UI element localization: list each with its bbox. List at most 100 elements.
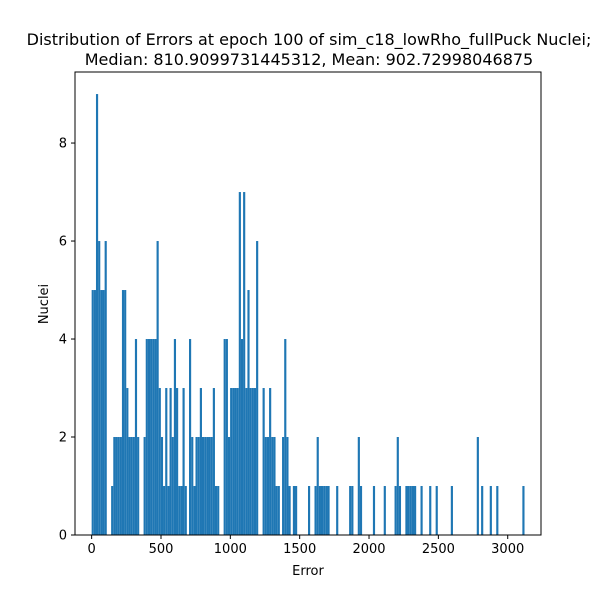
histogram-bar xyxy=(208,437,211,535)
histogram-bar xyxy=(275,486,278,535)
histogram-bar xyxy=(394,486,397,535)
histogram-bar xyxy=(288,486,291,535)
histogram-bar xyxy=(227,437,231,535)
histogram-bar xyxy=(91,290,94,535)
histogram-bar xyxy=(292,486,296,535)
histogram-bar xyxy=(450,486,453,535)
histogram-bar xyxy=(182,388,185,535)
histogram-bar xyxy=(234,388,237,535)
y-tick-label: 8 xyxy=(59,137,67,152)
histogram-bar xyxy=(476,437,479,535)
histogram-bars xyxy=(91,94,525,536)
histogram-bar xyxy=(184,486,187,535)
histogram-bar xyxy=(271,437,274,535)
histogram-bar xyxy=(176,388,179,535)
y-axis-label: Nuclei xyxy=(37,284,52,324)
y-axis-ticks: 0 2 4 6 8 xyxy=(59,137,75,544)
histogram-bar xyxy=(323,486,326,535)
histogram-bar xyxy=(398,486,402,535)
histogram-bar xyxy=(273,437,276,535)
histogram-bar xyxy=(236,388,239,535)
histogram-bar xyxy=(349,486,352,535)
histogram-bar xyxy=(383,486,386,535)
histogram-bar xyxy=(325,486,328,535)
histogram-bar xyxy=(197,437,200,535)
histogram-bar xyxy=(411,486,415,535)
histogram-bar xyxy=(314,486,317,535)
histogram-bar xyxy=(496,486,499,535)
histogram-bar xyxy=(193,486,196,535)
histogram-bar xyxy=(199,388,202,535)
histogram-bar xyxy=(481,486,484,535)
histogram-bar xyxy=(262,388,265,535)
histogram-bar xyxy=(286,437,289,535)
x-axis-label: Error xyxy=(292,564,324,579)
histogram-bar xyxy=(232,388,235,535)
histogram-bar xyxy=(359,486,363,535)
histogram-bar xyxy=(102,290,105,535)
chart-title: Distribution of Errors at epoch 100 of s… xyxy=(27,30,592,50)
histogram-bar xyxy=(195,437,198,535)
x-tick-label: 2500 xyxy=(422,542,455,557)
histogram-bar xyxy=(173,339,177,535)
histogram-bar xyxy=(277,486,280,535)
histogram-bar xyxy=(214,486,218,535)
histogram-bar xyxy=(407,486,410,535)
histogram-bar xyxy=(351,486,354,535)
histogram-bar xyxy=(104,241,107,535)
histogram-bar xyxy=(152,339,155,535)
histogram-bar xyxy=(98,241,101,535)
histogram-bar xyxy=(165,388,168,535)
histogram-bar xyxy=(180,486,183,535)
histogram-bar xyxy=(414,486,417,535)
histogram-bar xyxy=(100,290,103,535)
histogram-bar xyxy=(158,388,161,535)
histogram-bar xyxy=(435,486,438,535)
histogram-bar xyxy=(132,437,135,535)
histogram-bar xyxy=(217,486,220,535)
histogram-bar xyxy=(206,437,209,535)
histogram-bar xyxy=(240,339,244,535)
histogram-bar xyxy=(295,486,298,535)
histogram-bar xyxy=(396,437,399,535)
histogram-bar xyxy=(145,339,148,535)
histogram-bar xyxy=(189,339,192,535)
histogram-bar xyxy=(372,486,376,535)
histogram-bar xyxy=(160,437,164,535)
histogram-bar xyxy=(243,192,246,536)
histogram-bar xyxy=(405,486,408,535)
y-tick-label: 2 xyxy=(59,431,67,446)
x-axis-ticks: 0 500 1000 1500 2000 2500 3000 xyxy=(88,535,524,557)
histogram-bar xyxy=(318,486,321,535)
histogram-bar xyxy=(266,437,270,535)
histogram-bar xyxy=(429,486,432,535)
x-tick-label: 0 xyxy=(88,542,96,557)
histogram-bar xyxy=(230,388,233,535)
y-tick-label: 0 xyxy=(59,529,67,544)
histogram-bar xyxy=(119,437,122,535)
histogram-bar xyxy=(225,339,228,535)
histogram-bar xyxy=(126,388,129,535)
y-tick-label: 6 xyxy=(59,235,67,250)
histogram-bar xyxy=(357,437,360,535)
histogram-bar xyxy=(163,486,166,535)
histogram-bar xyxy=(256,241,259,535)
histogram-bar xyxy=(115,437,118,535)
histogram-bar xyxy=(124,290,127,535)
histogram-bar xyxy=(223,339,226,535)
histogram-bar xyxy=(316,437,319,535)
histogram-bar xyxy=(320,486,324,535)
chart-subtitle: Median: 810.9099731445312, Mean: 902.729… xyxy=(85,50,533,69)
plot-frame xyxy=(74,71,542,536)
histogram-bar xyxy=(201,437,205,535)
histogram-bar xyxy=(130,437,133,535)
histogram-bar xyxy=(420,486,423,535)
histogram-bar xyxy=(247,290,250,535)
histogram-bar xyxy=(171,437,174,535)
histogram-bar xyxy=(117,437,120,535)
histogram-bar xyxy=(204,437,207,535)
histogram-bar xyxy=(178,486,181,535)
histogram-bar xyxy=(156,241,159,535)
histogram-bar xyxy=(327,486,330,535)
